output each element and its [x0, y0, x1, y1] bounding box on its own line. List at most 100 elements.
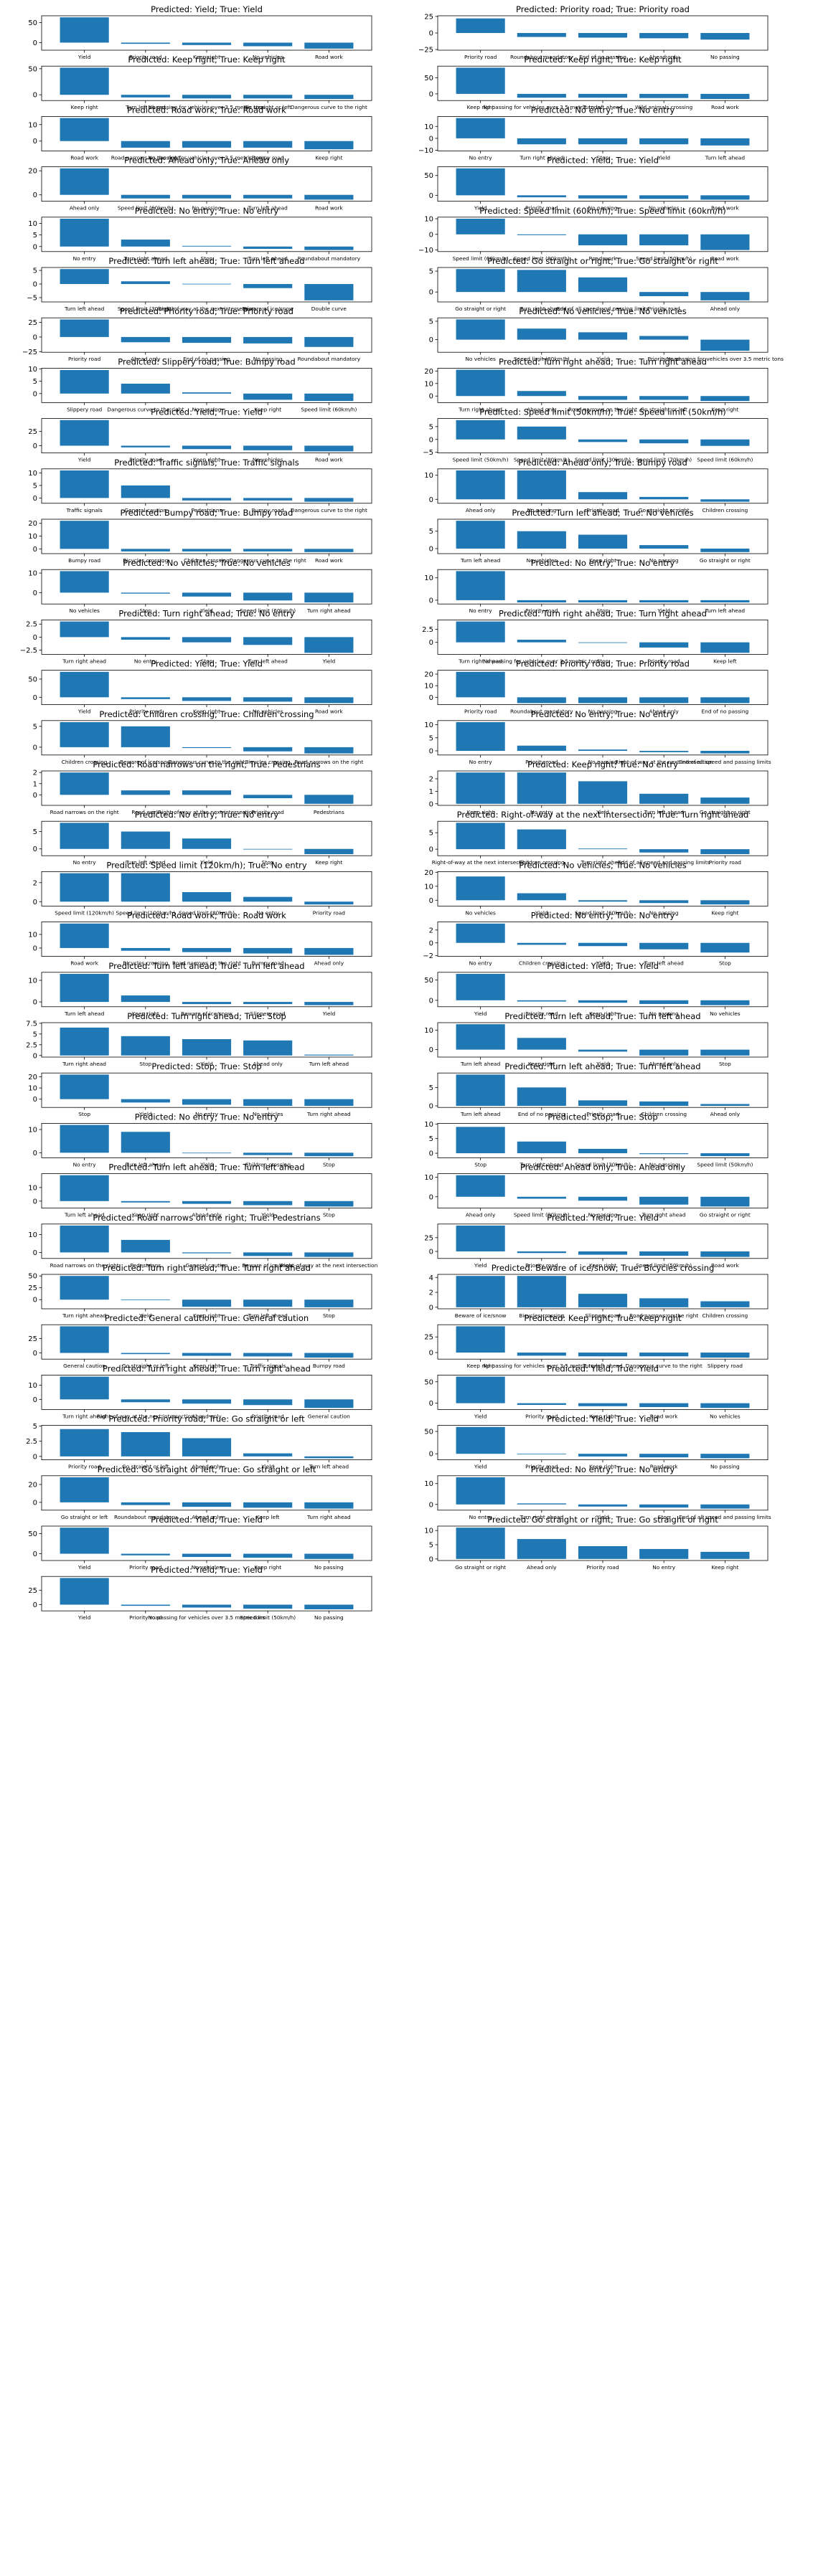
- y-tick-label: 0: [429, 597, 433, 605]
- subplot-title: Predicted: Priority road; True: Priority…: [120, 306, 293, 316]
- subplot-18: Predicted: Speed limit (50km/h); True: S…: [423, 407, 769, 463]
- x-tick-label: Traffic signals: [249, 1363, 286, 1369]
- subplot-title: Predicted: Children crossing; True: Chil…: [99, 709, 314, 719]
- y-tick-label: 20: [424, 368, 433, 376]
- x-tick-label: Keep right: [467, 809, 494, 815]
- y-tick-label: 0: [429, 897, 433, 905]
- y-tick-label: 50: [28, 19, 37, 27]
- y-tick-label: 5: [429, 268, 433, 276]
- y-tick-label: −10: [418, 147, 433, 155]
- x-tick-label: Speed limit (50km/h): [636, 1262, 692, 1269]
- y-tick-label: 2: [429, 927, 433, 934]
- y-tick-label: 0: [429, 135, 433, 143]
- bar-1: [456, 973, 505, 1000]
- bar-3: [578, 1545, 628, 1559]
- bar-1: [456, 671, 505, 698]
- bar-3: [182, 747, 232, 749]
- bar-1: [456, 1528, 505, 1559]
- bar-1: [60, 168, 109, 195]
- x-tick-label: General caution: [63, 1363, 105, 1369]
- subplot-title: Predicted: Beware of ice/snow; True: Bic…: [492, 1263, 715, 1273]
- subplot-43: Predicted: Stop; True: Stop 0 10 20 Stop Yiel…: [28, 1061, 372, 1117]
- x-tick-label: No vehicles: [649, 205, 680, 212]
- x-tick-label: Priority road: [525, 607, 558, 614]
- x-tick-label: Keep right: [193, 709, 220, 715]
- subplot-title: Predicted: Road narrows on the right; Tr…: [93, 759, 320, 770]
- x-tick-label: Priority road: [129, 1614, 162, 1621]
- x-tick-label: Road narrows on the right: [294, 759, 363, 765]
- subplot-24: Predicted: No entry; True: No entry 0 10 No…: [424, 558, 769, 614]
- subplot-title: Predicted: Turn left ahead; True: Turn l…: [504, 1061, 700, 1071]
- x-tick-label: No passing: [192, 406, 222, 412]
- x-tick-label: Turn left ahead: [460, 1111, 501, 1117]
- bar-3: [182, 838, 232, 849]
- y-tick-label: 0: [33, 1096, 37, 1104]
- y-tick-label: 5: [429, 1135, 433, 1143]
- y-tick-label: −2: [423, 952, 433, 960]
- bar-3: [578, 600, 628, 603]
- x-tick-label: Children crossing: [641, 1111, 687, 1117]
- x-tick-label: No passing: [253, 356, 283, 362]
- y-tick-label: 0: [429, 747, 433, 755]
- bar-5: [700, 548, 750, 552]
- x-tick-label: No entry: [256, 909, 280, 916]
- subplot-56: Predicted: Yield; True: Yield 0 50 Yield Pri…: [424, 1363, 769, 1419]
- bar-5: [700, 797, 750, 804]
- x-tick-label: No entry: [652, 1564, 676, 1571]
- bar-4: [639, 849, 689, 853]
- bar-1: [60, 772, 109, 795]
- y-tick-label: 0: [33, 944, 37, 952]
- bar-2: [517, 893, 566, 901]
- subplot-28: Predicted: Priority road; True: Priority…: [424, 659, 769, 715]
- x-tick-label: End of all speed and passing limits: [618, 859, 710, 866]
- subplot-33: Predicted: No entry; True: No entry 0 5 No …: [33, 810, 372, 866]
- bar-2: [517, 1503, 566, 1505]
- bar-2: [121, 592, 170, 594]
- y-tick-label: 0: [429, 997, 433, 1005]
- x-tick-label: No passing: [314, 1614, 344, 1621]
- subplot-title: Predicted: Turn right ahead; True: Turn …: [499, 356, 707, 366]
- bar-2: [517, 772, 566, 804]
- x-tick-label: Speed limit (80km/h): [514, 457, 570, 463]
- x-tick-label: No passing: [588, 1212, 618, 1218]
- x-tick-label: Yield: [474, 1464, 487, 1470]
- bar-3: [578, 1454, 628, 1457]
- x-tick-label: Road work: [711, 205, 739, 212]
- x-tick-label: Turn left ahead: [705, 154, 746, 161]
- subplot-title: Predicted: No vehicles; True: No vehicle…: [123, 558, 291, 568]
- x-tick-label: Ahead only: [314, 960, 344, 967]
- subplot-55: Predicted: Turn right ahead; True: Turn …: [28, 1363, 372, 1419]
- x-tick-label: Yield: [260, 1212, 274, 1218]
- x-tick-label: Priority road: [648, 306, 681, 312]
- x-tick-label: Yield: [199, 1161, 213, 1168]
- x-tick-label: No passing for vehicles over 3.5 metric …: [667, 356, 784, 362]
- x-tick-label: Yield: [596, 960, 609, 967]
- x-tick-label: Bicycles crossing: [123, 557, 168, 564]
- x-tick-label: Turn left ahead: [125, 104, 166, 110]
- bar-4: [243, 747, 293, 752]
- subplot-25: Predicted: Turn right ahead; True: No en…: [20, 608, 372, 664]
- y-tick-label: 2.5: [26, 1438, 37, 1446]
- bar-5: [700, 33, 750, 40]
- subplot-title: Predicted: Traffic signals; True: Traffi…: [114, 458, 299, 468]
- bar-1: [60, 1528, 109, 1554]
- y-tick-label: 0: [33, 999, 37, 1007]
- y-tick-label: 0: [429, 846, 433, 854]
- x-tick-label: Turn right ahead: [581, 859, 625, 866]
- bar-5: [700, 600, 750, 603]
- subplot-title: Predicted: Ahead only; True: Bumpy road: [518, 458, 687, 468]
- bar-2: [517, 1353, 566, 1356]
- x-tick-label: Priority road: [464, 54, 497, 60]
- subplot-38: Predicted: No entry; True: No entry −2 0 2 N…: [423, 911, 769, 967]
- subplot-40: Predicted: Yield; True: Yield 0 50 Yield Pri…: [424, 961, 769, 1017]
- bar-5: [700, 195, 750, 200]
- bar-3: [182, 283, 232, 285]
- x-tick-label: Priority road: [252, 1413, 285, 1419]
- subplot-title: Predicted: Turn right ahead; True: Stop: [127, 1011, 286, 1021]
- subplot-42: Predicted: Turn left ahead; True: Turn l…: [424, 1011, 769, 1067]
- x-tick-label: Yield: [322, 1010, 336, 1017]
- bar-3: [182, 1604, 232, 1608]
- bar-1: [456, 470, 505, 500]
- x-tick-label: Keep right: [193, 1312, 220, 1319]
- y-tick-label: 7.5: [26, 1020, 37, 1028]
